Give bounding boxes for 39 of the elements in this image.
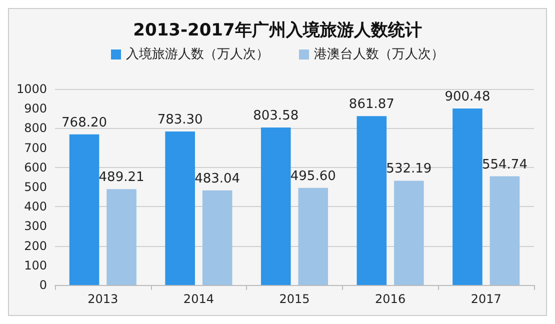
x-tick-label: 2015 xyxy=(279,292,310,306)
y-tick-label: 600 xyxy=(24,160,47,174)
x-tick-label: 2014 xyxy=(183,292,214,306)
data-label: 900.48 xyxy=(444,90,490,105)
data-label: 861.87 xyxy=(348,97,394,112)
bar xyxy=(69,134,100,285)
x-tick-label: 2013 xyxy=(88,292,118,306)
y-tick-label: 400 xyxy=(24,200,47,214)
data-label: 803.58 xyxy=(253,108,299,124)
y-tick-label: 100 xyxy=(24,258,47,272)
x-tick-label: 2017 xyxy=(470,292,502,306)
y-tick-label: 800 xyxy=(24,121,47,136)
data-label: 495.60 xyxy=(290,168,336,184)
data-label: 783.30 xyxy=(157,112,203,128)
data-label: 532.19 xyxy=(386,162,432,177)
bar xyxy=(356,116,387,285)
data-label: 768.20 xyxy=(62,115,108,130)
bar xyxy=(394,180,424,285)
x-tick-label: 2016 xyxy=(375,292,406,306)
bar xyxy=(452,108,482,285)
bar xyxy=(106,189,136,285)
bar xyxy=(260,128,291,285)
data-label: 554.74 xyxy=(482,157,528,172)
chart-title: 2013-2017年广州入境旅游人数统计 xyxy=(133,20,422,40)
y-tick-label: 500 xyxy=(24,180,47,194)
legend-label: 港澳台人数（万人次） xyxy=(314,47,444,62)
bar xyxy=(298,188,328,285)
y-tick-label: 200 xyxy=(24,238,47,253)
y-tick-label: 300 xyxy=(24,219,47,234)
y-tick-label: 900 xyxy=(24,102,47,116)
legend-label: 入境旅游人数（万人次） xyxy=(126,46,269,62)
data-label: 489.21 xyxy=(98,170,144,186)
bar xyxy=(165,131,195,285)
y-tick-label: 700 xyxy=(24,140,47,155)
bar xyxy=(202,190,232,285)
y-tick-label: 0 xyxy=(39,278,47,292)
data-label: 483.04 xyxy=(194,171,240,186)
y-tick-label: 1000 xyxy=(16,82,47,96)
bar xyxy=(490,176,520,285)
